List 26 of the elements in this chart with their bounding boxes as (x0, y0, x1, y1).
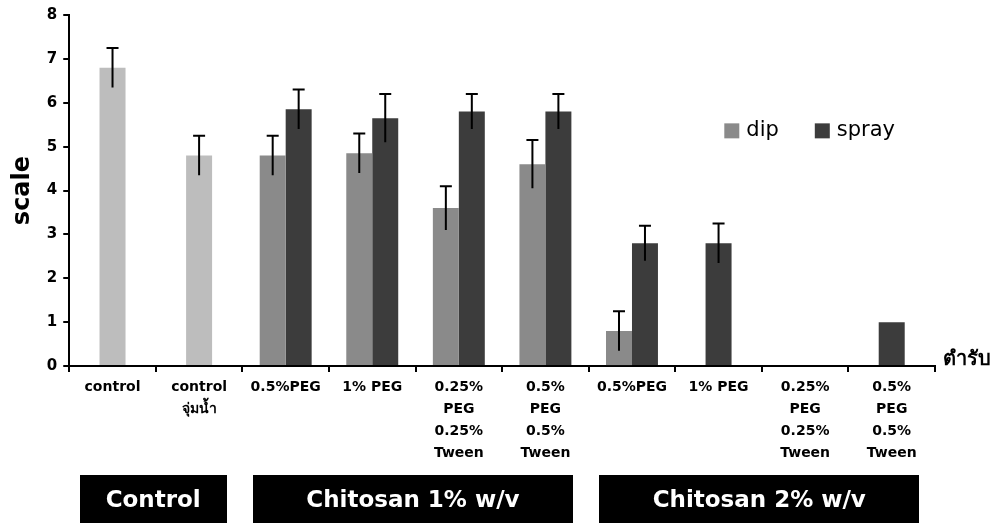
y-tick-label: 4 (46, 180, 58, 199)
x-tick-label: 0.5%PEG (250, 377, 321, 394)
x-tick-label: 0.5% PEG 0.5% Tween (866, 377, 917, 460)
y-tick-label: 6 (46, 92, 58, 111)
y-tick-label: 2 (46, 268, 58, 287)
legend-label: spray (836, 117, 895, 142)
label-banner: Chitosan 1% w/v (252, 475, 574, 523)
x-tick-label: 0.5% PEG 0.5% Tween (520, 377, 571, 460)
y-tick-label: 3 (46, 224, 58, 243)
y-tick-label: 0 (46, 355, 58, 374)
x-tick-label: control (84, 377, 141, 394)
legend-label: dip (746, 117, 779, 142)
y-tick-label: 5 (46, 136, 58, 155)
x-tick-label: control จุ่มน้ำ (171, 377, 228, 417)
y-tick-label: 7 (46, 48, 58, 67)
x-tick-label: 0.25% PEG 0.25% Tween (433, 377, 484, 460)
x-tick-label: 0.25% PEG 0.25% Tween (780, 377, 831, 460)
label-banner: Control (79, 475, 227, 523)
x-tick-label: 1% PEG (688, 377, 749, 394)
x-tick-label: 1% PEG (342, 377, 403, 394)
y-axis-title: scale (6, 155, 35, 226)
y-tick-label: 1 (46, 312, 58, 331)
label-banner: Chitosan 2% w/v (599, 475, 920, 523)
x-tick-label: 0.5%PEG (596, 377, 668, 394)
y-tick-label: 8 (46, 4, 58, 23)
x-axis-title: ตำรับ (943, 346, 991, 371)
